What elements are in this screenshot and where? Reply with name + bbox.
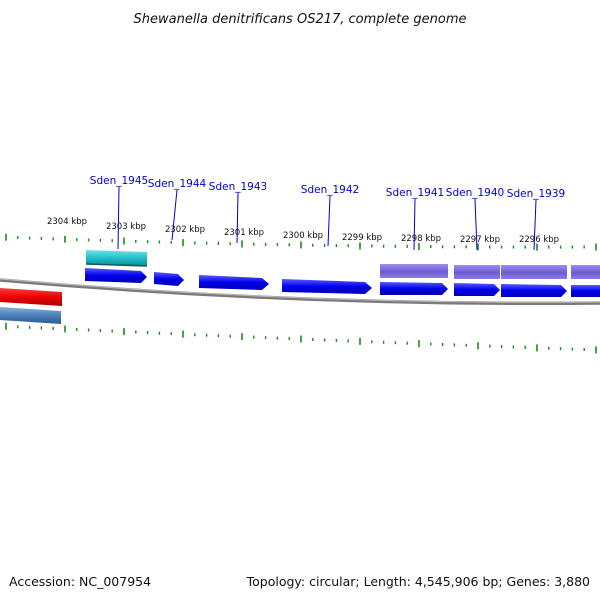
genome-summary: Topology: circular; Length: 4,545,906 bp… [246, 574, 590, 589]
gene-feature-teal[interactable] [86, 250, 147, 266]
gene-labels: Sden_1945 Sden_1944 Sden_1943 Sden_1942 … [90, 175, 565, 200]
gene-bar-1940[interactable] [454, 265, 500, 279]
gene-label[interactable]: Sden_1942 [301, 184, 359, 196]
cds-arrow-1945[interactable] [85, 268, 147, 283]
scale-label: 2299 kbp [342, 233, 382, 243]
scale-labels: 2304 kbp 2303 kbp 2302 kbp 2301 kbp 2300… [47, 217, 559, 245]
gene-feature-teal-edge [85, 263, 148, 267]
cds-arrow-1943[interactable] [199, 275, 269, 290]
scale-label: 2302 kbp [165, 225, 205, 235]
genome-backbone-highlight [0, 278, 600, 303]
gene-feature-red[interactable] [0, 288, 62, 306]
cds-arrow-next[interactable] [571, 285, 600, 297]
scale-ticks-top [5, 233, 597, 251]
gene-label[interactable]: Sden_1943 [209, 181, 267, 193]
gene-label[interactable]: Sden_1940 [446, 187, 504, 199]
gene-feature-steel[interactable] [0, 307, 61, 324]
cds-arrow-1941[interactable] [380, 282, 448, 295]
gene-label[interactable]: Sden_1945 [90, 175, 148, 187]
cds-arrow-1939[interactable] [501, 284, 567, 297]
scale-label: 2303 kbp [106, 222, 146, 232]
cds-arrow-1942[interactable] [282, 279, 372, 294]
gene-label-leaders [117, 186, 537, 251]
accession-label: Accession: NC_007954 [9, 574, 152, 589]
gene-bar-next[interactable] [571, 265, 600, 279]
cds-arrow-1944[interactable] [154, 272, 184, 286]
scale-label: 2297 kbp [460, 235, 500, 245]
scale-label: 2301 kbp [224, 228, 264, 238]
scale-label: 2304 kbp [47, 217, 87, 227]
gene-label[interactable]: Sden_1941 [386, 187, 444, 199]
gene-bar-1939[interactable] [501, 265, 567, 279]
scale-ticks-bottom [5, 322, 597, 354]
cds-arrow-1940[interactable] [454, 283, 500, 296]
scale-label: 2298 kbp [401, 234, 441, 244]
scale-label: 2300 kbp [283, 231, 323, 241]
gene-label[interactable]: Sden_1944 [148, 178, 207, 190]
scale-label: 2296 kbp [519, 235, 559, 245]
page-title: Shewanella denitrificans OS217, complete… [134, 12, 467, 27]
genome-backbone [0, 278, 600, 306]
gene-bar-1941[interactable] [380, 264, 448, 278]
gene-label[interactable]: Sden_1939 [507, 188, 565, 200]
